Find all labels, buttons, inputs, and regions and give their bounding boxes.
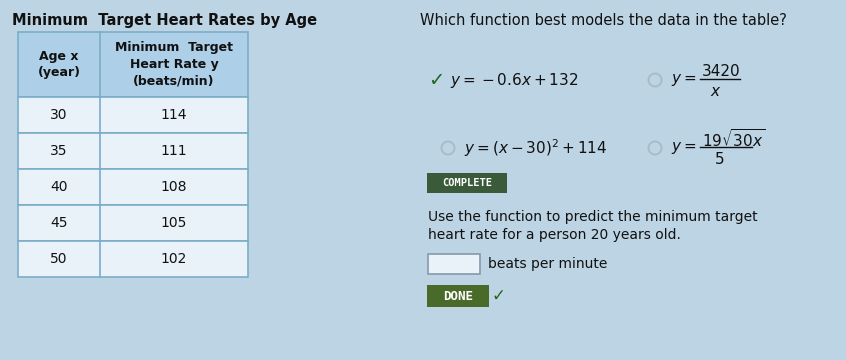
Text: beats per minute: beats per minute (488, 257, 607, 271)
Text: 40: 40 (50, 180, 68, 194)
Text: COMPLETE: COMPLETE (442, 179, 492, 189)
Text: Age x
(year): Age x (year) (37, 50, 80, 79)
Text: ✓: ✓ (492, 287, 506, 305)
FancyBboxPatch shape (18, 205, 248, 241)
FancyBboxPatch shape (427, 285, 489, 307)
Text: ✓: ✓ (428, 71, 444, 90)
Text: 45: 45 (50, 216, 68, 230)
FancyBboxPatch shape (18, 241, 248, 277)
FancyBboxPatch shape (18, 32, 248, 97)
Text: $y = -0.6x + 132$: $y = -0.6x + 132$ (450, 71, 579, 90)
Text: 50: 50 (50, 252, 68, 266)
FancyBboxPatch shape (428, 254, 480, 274)
FancyBboxPatch shape (18, 169, 248, 205)
Text: 114: 114 (161, 108, 187, 122)
Text: $19\sqrt{30x}$: $19\sqrt{30x}$ (702, 128, 765, 150)
Text: 30: 30 (50, 108, 68, 122)
Text: Use the function to predict the minimum target: Use the function to predict the minimum … (428, 210, 758, 224)
Text: $y=$: $y=$ (671, 72, 696, 88)
Text: 108: 108 (161, 180, 187, 194)
Text: 102: 102 (161, 252, 187, 266)
FancyBboxPatch shape (427, 173, 507, 193)
Text: DONE: DONE (443, 290, 473, 303)
Text: Which function best models the data in the table?: Which function best models the data in t… (420, 13, 787, 28)
Text: $x$: $x$ (711, 84, 722, 99)
FancyBboxPatch shape (18, 133, 248, 169)
Text: heart rate for a person 20 years old.: heart rate for a person 20 years old. (428, 228, 681, 242)
Text: 111: 111 (161, 144, 187, 158)
Text: 105: 105 (161, 216, 187, 230)
Text: Minimum  Target
Heart Rate y
(beats/min): Minimum Target Heart Rate y (beats/min) (115, 41, 233, 87)
Text: Minimum  Target Heart Rates by Age: Minimum Target Heart Rates by Age (12, 13, 317, 28)
Text: $y=$: $y=$ (671, 140, 696, 156)
Text: 35: 35 (50, 144, 68, 158)
Text: $y = (x-30)^2 + 114$: $y = (x-30)^2 + 114$ (464, 137, 607, 159)
FancyBboxPatch shape (18, 97, 248, 133)
Text: 5: 5 (715, 152, 725, 166)
Text: 3420: 3420 (702, 63, 740, 78)
